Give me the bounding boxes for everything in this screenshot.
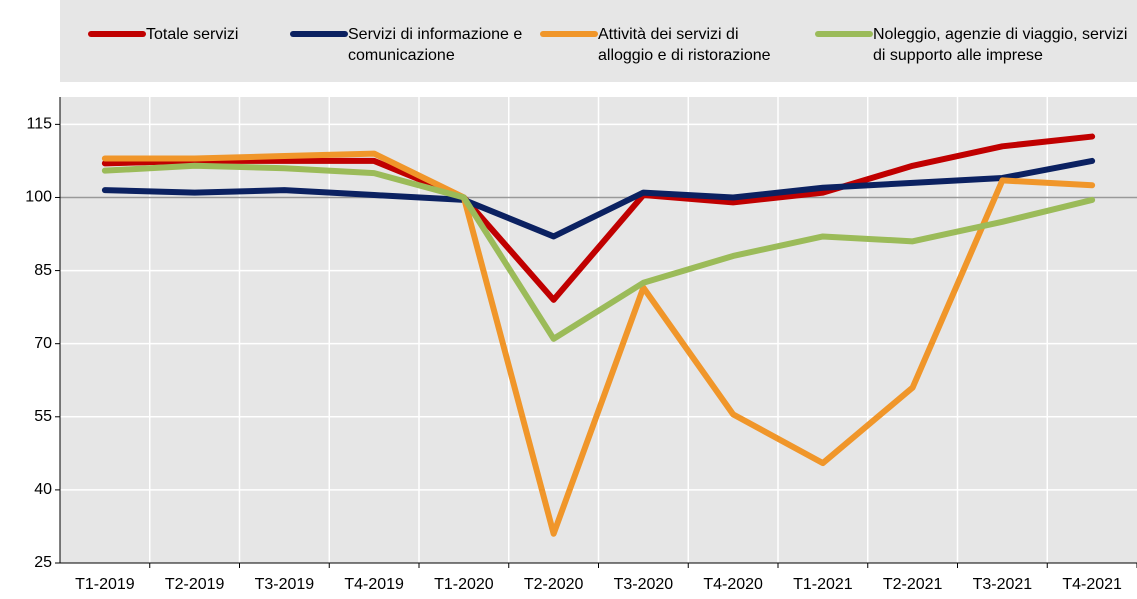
y-tick-label: 70 xyxy=(34,335,52,352)
y-tick-label: 25 xyxy=(34,554,52,571)
legend-label: Attività dei servizi di alloggio e di ri… xyxy=(598,26,771,64)
legend-swatch xyxy=(815,31,873,37)
series-line xyxy=(101,157,1096,240)
legend-label: Totale servizi xyxy=(146,26,239,43)
legend-swatch xyxy=(290,31,348,37)
legend-entry: Totale servizi xyxy=(88,24,251,45)
x-tick-label: T1-2021 xyxy=(793,576,853,593)
series-line xyxy=(101,150,1096,537)
x-tick-label: T4-2020 xyxy=(703,576,763,593)
legend-entry: Servizi di informazione e comunicazione xyxy=(290,24,523,66)
x-tick-label: T3-2020 xyxy=(614,576,674,593)
y-tick-label: 55 xyxy=(34,408,52,425)
series-line xyxy=(101,162,1096,342)
series-line xyxy=(101,133,1096,303)
x-tick-label: T3-2019 xyxy=(255,576,315,593)
y-tick-label: 115 xyxy=(26,116,52,133)
legend-swatch xyxy=(88,31,146,37)
legend-entry: Attività dei servizi di alloggio e di ri… xyxy=(540,24,793,66)
x-tick-label: T1-2019 xyxy=(75,576,135,593)
y-tick-label: 85 xyxy=(34,262,52,279)
x-tick-label: T3-2021 xyxy=(973,576,1033,593)
legend-label: Servizi di informazione e comunicazione xyxy=(348,26,523,64)
x-tick-label: T4-2019 xyxy=(344,576,404,593)
y-tick-label: 100 xyxy=(25,189,52,206)
legend-entry: Noleggio, agenzie di viaggio, servizi di… xyxy=(815,24,1128,66)
x-tick-label: T2-2019 xyxy=(165,576,225,593)
x-tick-label: T2-2020 xyxy=(524,576,584,593)
x-tick-label: T1-2020 xyxy=(434,576,494,593)
y-tick-label: 40 xyxy=(34,481,52,498)
x-tick-label: T4-2021 xyxy=(1062,576,1122,593)
legend-swatch xyxy=(540,31,598,37)
legend-label: Noleggio, agenzie di viaggio, servizi di… xyxy=(873,26,1128,64)
legend: Totale servizi Servizi di informazione e … xyxy=(60,0,1137,82)
x-tick-label: T2-2021 xyxy=(883,576,943,593)
